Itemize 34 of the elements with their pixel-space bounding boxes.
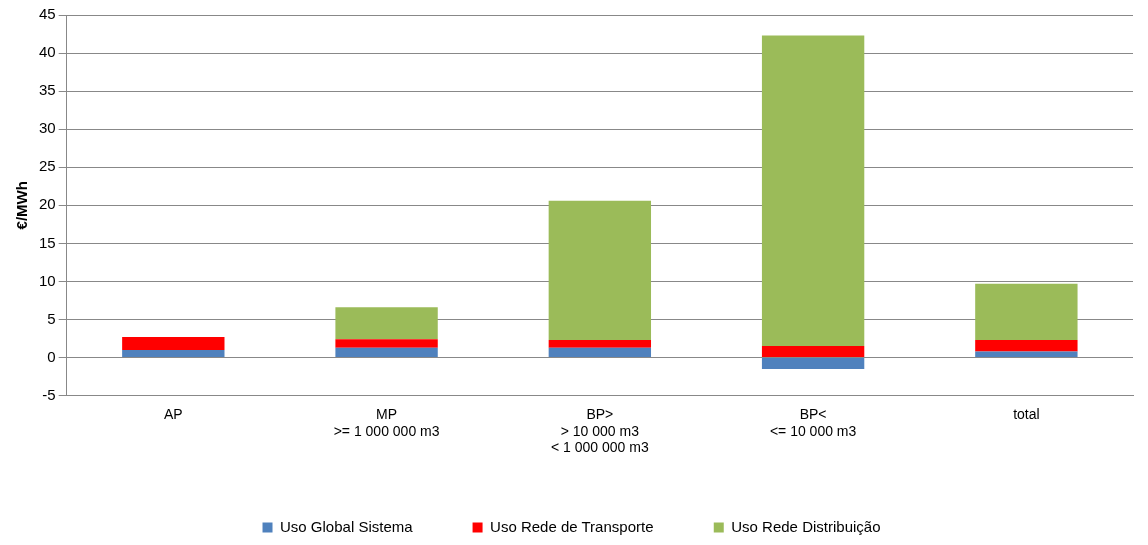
bar: [335, 347, 438, 358]
bar: [761, 35, 865, 347]
bar: [335, 307, 438, 340]
bar: [975, 340, 1078, 352]
y-axis-title: €/MWh: [13, 181, 31, 230]
bar: [761, 346, 865, 358]
bar: [761, 358, 865, 369]
y-tick-label: 5: [47, 309, 56, 327]
y-tick-label: 15: [39, 233, 56, 251]
y-tick-label: 0: [47, 347, 56, 365]
y-tick-label: 45: [39, 5, 56, 23]
x-tick-label: AP: [163, 405, 183, 422]
x-tick-label: MP >= 1 000 000 m3: [333, 405, 440, 439]
legend-label: Uso Global Sistema: [280, 517, 414, 535]
y-tick-label: 20: [39, 195, 56, 213]
y-tick-label: 10: [39, 271, 56, 289]
bar: [548, 200, 652, 341]
x-tick-label: BP> > 10 000 m3 < 1 000 000 m3: [551, 405, 649, 456]
x-tick-label: BP< <= 10 000 m3: [769, 405, 857, 439]
y-tick-label: 30: [39, 119, 56, 137]
bar: [335, 339, 438, 348]
bar: [975, 283, 1078, 341]
y-tick-label: -5: [42, 385, 56, 403]
bar: [975, 351, 1078, 358]
bar: [122, 336, 225, 350]
bar: [548, 340, 652, 348]
legend-label: Uso Rede Distribuição: [731, 517, 881, 535]
legend-label: Uso Rede de Transporte: [490, 517, 654, 535]
bar: [122, 349, 225, 358]
y-tick-label: 40: [39, 43, 56, 61]
y-tick-label: 25: [39, 157, 56, 175]
x-tick-label: total: [1013, 405, 1040, 422]
y-tick-label: 35: [39, 81, 56, 99]
bar: [548, 347, 652, 358]
